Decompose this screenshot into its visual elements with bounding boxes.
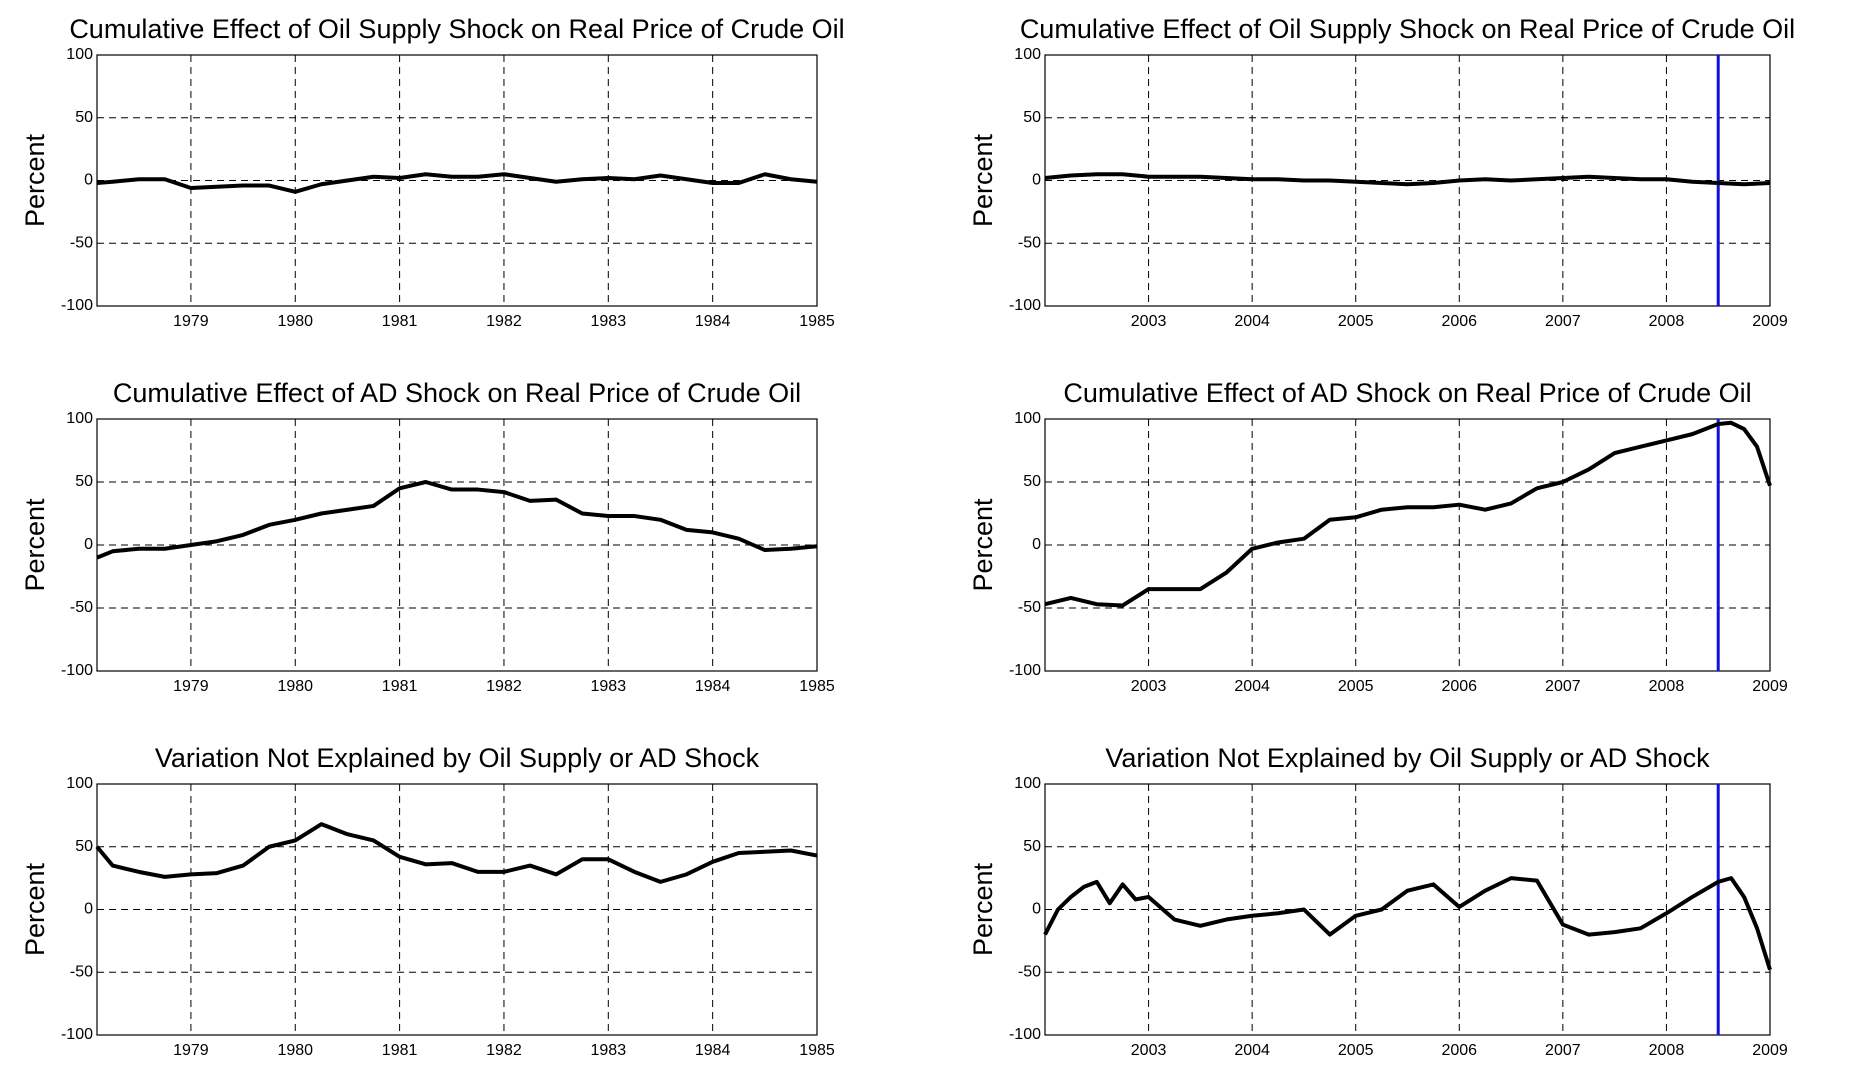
x-tick-label: 1983 bbox=[591, 678, 627, 695]
y-tick-label: -100 bbox=[1009, 297, 1041, 314]
y-tick-label: 100 bbox=[66, 46, 93, 63]
y-tick-label: 100 bbox=[66, 775, 93, 792]
y-axis-label: Percent bbox=[20, 498, 50, 592]
y-tick-label: -100 bbox=[61, 662, 93, 679]
x-tick-label: 1979 bbox=[173, 313, 209, 330]
y-tick-label: 0 bbox=[1032, 536, 1041, 553]
data-line bbox=[96, 480, 818, 560]
y-tick-label: -100 bbox=[1009, 662, 1041, 679]
y-tick-label: -50 bbox=[70, 599, 93, 616]
x-tick-label: 1983 bbox=[591, 1042, 627, 1059]
y-tick-label: -100 bbox=[61, 297, 93, 314]
y-tick-label: 100 bbox=[1014, 410, 1041, 427]
y-tick-label: 0 bbox=[1032, 901, 1041, 918]
y-tick-label: -50 bbox=[70, 234, 93, 251]
x-tick-label: 2008 bbox=[1649, 678, 1685, 695]
x-tick-label: 1980 bbox=[277, 678, 313, 695]
x-tick-label: 2009 bbox=[1752, 678, 1788, 695]
y-tick-label: 0 bbox=[1032, 172, 1041, 189]
y-tick-label: -50 bbox=[1018, 599, 1041, 616]
x-tick-label: 2003 bbox=[1131, 678, 1167, 695]
x-tick-label: 2007 bbox=[1545, 313, 1581, 330]
x-tick-label: 2008 bbox=[1649, 313, 1685, 330]
data-line bbox=[1044, 420, 1772, 608]
y-axis-label: Percent bbox=[968, 133, 998, 227]
x-tick-label: 2003 bbox=[1131, 1042, 1167, 1059]
x-tick-label: 1984 bbox=[695, 1042, 731, 1059]
x-tick-label: 1982 bbox=[486, 1042, 522, 1059]
y-tick-label: -50 bbox=[70, 963, 93, 980]
x-tick-label: 2007 bbox=[1545, 1042, 1581, 1059]
x-tick-label: 1983 bbox=[591, 313, 627, 330]
y-axis-label: Percent bbox=[968, 862, 998, 956]
y-tick-label: -50 bbox=[1018, 963, 1041, 980]
x-tick-label: 1984 bbox=[695, 678, 731, 695]
x-tick-label: 2006 bbox=[1441, 678, 1477, 695]
y-tick-label: 0 bbox=[84, 536, 93, 553]
y-axis-label: Percent bbox=[968, 498, 998, 592]
x-tick-label: 1981 bbox=[382, 313, 418, 330]
chart-title: Cumulative Effect of AD Shock on Real Pr… bbox=[113, 378, 801, 408]
plot-frame bbox=[1044, 783, 1771, 1036]
x-tick-label: 2005 bbox=[1338, 678, 1374, 695]
y-tick-label: 50 bbox=[1023, 109, 1041, 126]
x-tick-label: 2006 bbox=[1441, 1042, 1477, 1059]
y-tick-label: 100 bbox=[1014, 46, 1041, 63]
x-tick-label: 1982 bbox=[486, 678, 522, 695]
chart-title: Variation Not Explained by Oil Supply or… bbox=[1105, 743, 1710, 773]
chart-title: Cumulative Effect of Oil Supply Shock on… bbox=[69, 14, 844, 44]
plot-frame bbox=[1044, 418, 1771, 672]
chart-title: Variation Not Explained by Oil Supply or… bbox=[155, 743, 760, 773]
x-tick-label: 2009 bbox=[1752, 1042, 1788, 1059]
y-tick-label: 50 bbox=[1023, 838, 1041, 855]
x-tick-label: 2003 bbox=[1131, 313, 1167, 330]
x-tick-label: 1984 bbox=[695, 313, 731, 330]
y-axis-label: Percent bbox=[20, 862, 50, 956]
y-tick-label: 50 bbox=[1023, 473, 1041, 490]
y-tick-label: 0 bbox=[84, 901, 93, 918]
y-tick-label: -100 bbox=[61, 1026, 93, 1043]
y-tick-label: 50 bbox=[75, 838, 93, 855]
x-tick-label: 2006 bbox=[1441, 313, 1477, 330]
x-tick-label: 1980 bbox=[277, 313, 313, 330]
y-tick-label: 50 bbox=[75, 473, 93, 490]
x-tick-label: 1985 bbox=[799, 313, 835, 330]
x-tick-label: 2005 bbox=[1338, 1042, 1374, 1059]
x-tick-label: 1982 bbox=[486, 313, 522, 330]
y-tick-label: 100 bbox=[1014, 775, 1041, 792]
x-tick-label: 1985 bbox=[799, 678, 835, 695]
x-tick-label: 1981 bbox=[382, 678, 418, 695]
x-tick-label: 2005 bbox=[1338, 313, 1374, 330]
y-tick-label: 0 bbox=[84, 172, 93, 189]
x-tick-label: 2004 bbox=[1234, 1042, 1270, 1059]
chart-title: Cumulative Effect of Oil Supply Shock on… bbox=[1020, 14, 1795, 44]
plot-frame bbox=[96, 418, 818, 672]
x-tick-label: 2009 bbox=[1752, 313, 1788, 330]
data-line bbox=[96, 172, 818, 194]
y-tick-label: -50 bbox=[1018, 234, 1041, 251]
x-tick-label: 1981 bbox=[382, 1042, 418, 1059]
y-tick-label: 100 bbox=[66, 410, 93, 427]
x-tick-label: 2007 bbox=[1545, 678, 1581, 695]
x-tick-label: 1985 bbox=[799, 1042, 835, 1059]
plot-frame bbox=[1044, 54, 1771, 307]
x-tick-label: 1979 bbox=[173, 678, 209, 695]
y-tick-label: 50 bbox=[75, 109, 93, 126]
data-line bbox=[1043, 876, 1772, 971]
y-axis-label: Percent bbox=[20, 133, 50, 227]
x-tick-label: 2008 bbox=[1649, 1042, 1685, 1059]
plot-frame bbox=[96, 783, 818, 1036]
y-tick-label: -100 bbox=[1009, 1026, 1041, 1043]
chart-title: Cumulative Effect of AD Shock on Real Pr… bbox=[1063, 378, 1751, 408]
x-tick-label: 2004 bbox=[1234, 678, 1270, 695]
x-tick-label: 1979 bbox=[173, 1042, 209, 1059]
data-line bbox=[1044, 172, 1771, 187]
data-line bbox=[95, 822, 818, 884]
x-tick-label: 2004 bbox=[1234, 313, 1270, 330]
x-tick-label: 1980 bbox=[277, 1042, 313, 1059]
